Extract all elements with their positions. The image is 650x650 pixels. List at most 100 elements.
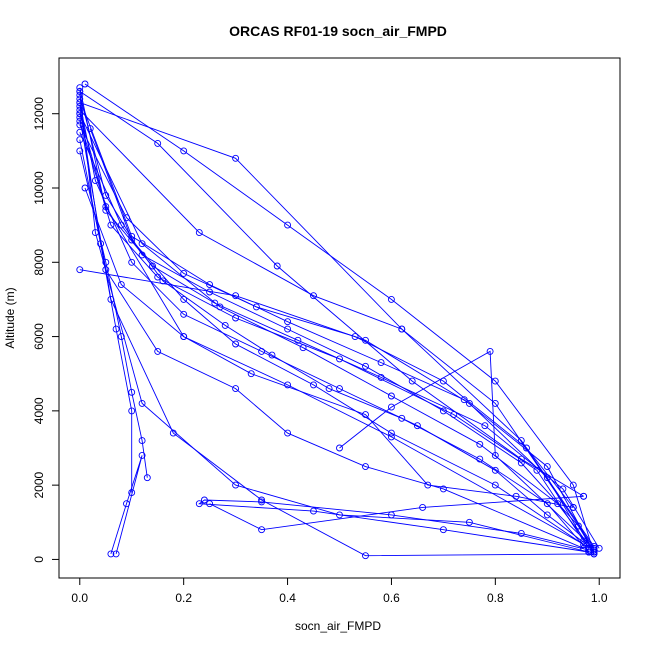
data-point — [476, 440, 484, 448]
data-point — [76, 110, 84, 118]
data-point — [112, 550, 120, 558]
y-tick-label: 0 — [32, 556, 46, 563]
data-point — [102, 206, 110, 214]
series-line — [79, 102, 595, 547]
data-point — [169, 429, 177, 437]
y-tick-label: 6000 — [32, 323, 46, 350]
data-point — [569, 481, 577, 489]
data-point — [543, 511, 551, 519]
x-tick-label: 1.0 — [591, 591, 608, 605]
data-point — [559, 485, 567, 493]
series-line — [79, 109, 595, 549]
data-point — [336, 385, 343, 393]
y-tick-label: 12000 — [32, 97, 46, 131]
x-tick-label: 0.2 — [175, 591, 192, 605]
data-point — [413, 422, 421, 430]
data-point — [107, 295, 115, 303]
series-line — [79, 117, 595, 557]
data-point — [590, 548, 598, 556]
data-point — [138, 240, 146, 248]
data-point — [128, 407, 136, 415]
data-point — [580, 492, 588, 500]
series-line — [79, 124, 574, 508]
y-tick-label: 2000 — [32, 471, 46, 498]
series-line — [198, 499, 589, 553]
data-point — [523, 444, 530, 452]
data-point — [117, 281, 125, 289]
data-point — [585, 548, 593, 556]
data-point — [102, 258, 110, 266]
data-point — [252, 303, 260, 311]
x-axis: 0.0 0.2 0.4 0.6 0.8 1.0 — [71, 577, 608, 605]
data-point — [325, 385, 333, 393]
data-point — [336, 355, 343, 363]
data-point — [180, 333, 188, 341]
data-point — [180, 147, 188, 155]
data-point — [221, 321, 229, 329]
series-line — [84, 83, 595, 555]
data-point — [387, 392, 395, 400]
data-point — [180, 269, 188, 277]
series-line — [79, 91, 589, 553]
data-point — [595, 544, 603, 552]
series-line — [209, 495, 584, 531]
data-point — [310, 292, 317, 300]
data-point — [76, 266, 84, 274]
y-tick-label: 4000 — [32, 397, 46, 424]
data-point — [543, 500, 551, 508]
data-point — [195, 500, 203, 508]
data-point — [232, 154, 240, 162]
data-point — [107, 221, 115, 229]
data-point — [81, 184, 89, 192]
data-point — [424, 481, 432, 489]
data-point — [491, 451, 499, 459]
data-point — [351, 333, 359, 341]
data-point — [387, 295, 395, 303]
data-point — [310, 381, 317, 389]
series-layer — [76, 80, 603, 560]
data-point — [232, 481, 240, 489]
data-point — [154, 347, 162, 355]
data-point — [128, 236, 136, 244]
data-point — [299, 344, 307, 352]
data-point — [486, 347, 494, 355]
data-point — [439, 377, 447, 385]
data-point — [398, 414, 406, 422]
x-tick-label: 0.6 — [383, 591, 400, 605]
data-point — [362, 411, 369, 419]
data-point — [512, 492, 520, 500]
x-axis-label: socn_air_FMPD — [295, 619, 381, 633]
y-tick-label: 10000 — [32, 171, 46, 205]
data-point — [284, 318, 292, 326]
data-point — [465, 518, 473, 526]
data-point — [377, 359, 385, 367]
data-point — [247, 370, 255, 378]
data-point — [128, 388, 136, 396]
series-line — [84, 187, 574, 508]
data-point — [439, 526, 447, 534]
data-point — [206, 500, 214, 508]
data-point — [408, 377, 416, 385]
data-point — [465, 399, 473, 407]
data-point — [517, 455, 525, 463]
series-line — [79, 132, 590, 553]
data-point — [387, 433, 395, 441]
data-point — [76, 84, 84, 92]
data-point — [91, 229, 99, 237]
data-point — [76, 113, 84, 121]
data-point — [273, 262, 281, 270]
data-point — [159, 277, 167, 285]
series-line — [79, 120, 584, 542]
series-line — [79, 113, 595, 553]
data-point — [128, 489, 136, 497]
data-point — [569, 503, 577, 511]
data-point — [76, 147, 84, 155]
data-point — [211, 299, 219, 307]
data-point — [491, 377, 499, 385]
data-point — [128, 258, 136, 266]
data-point — [580, 541, 588, 549]
data-point — [491, 466, 499, 474]
data-point — [543, 463, 551, 471]
data-point — [362, 463, 369, 471]
